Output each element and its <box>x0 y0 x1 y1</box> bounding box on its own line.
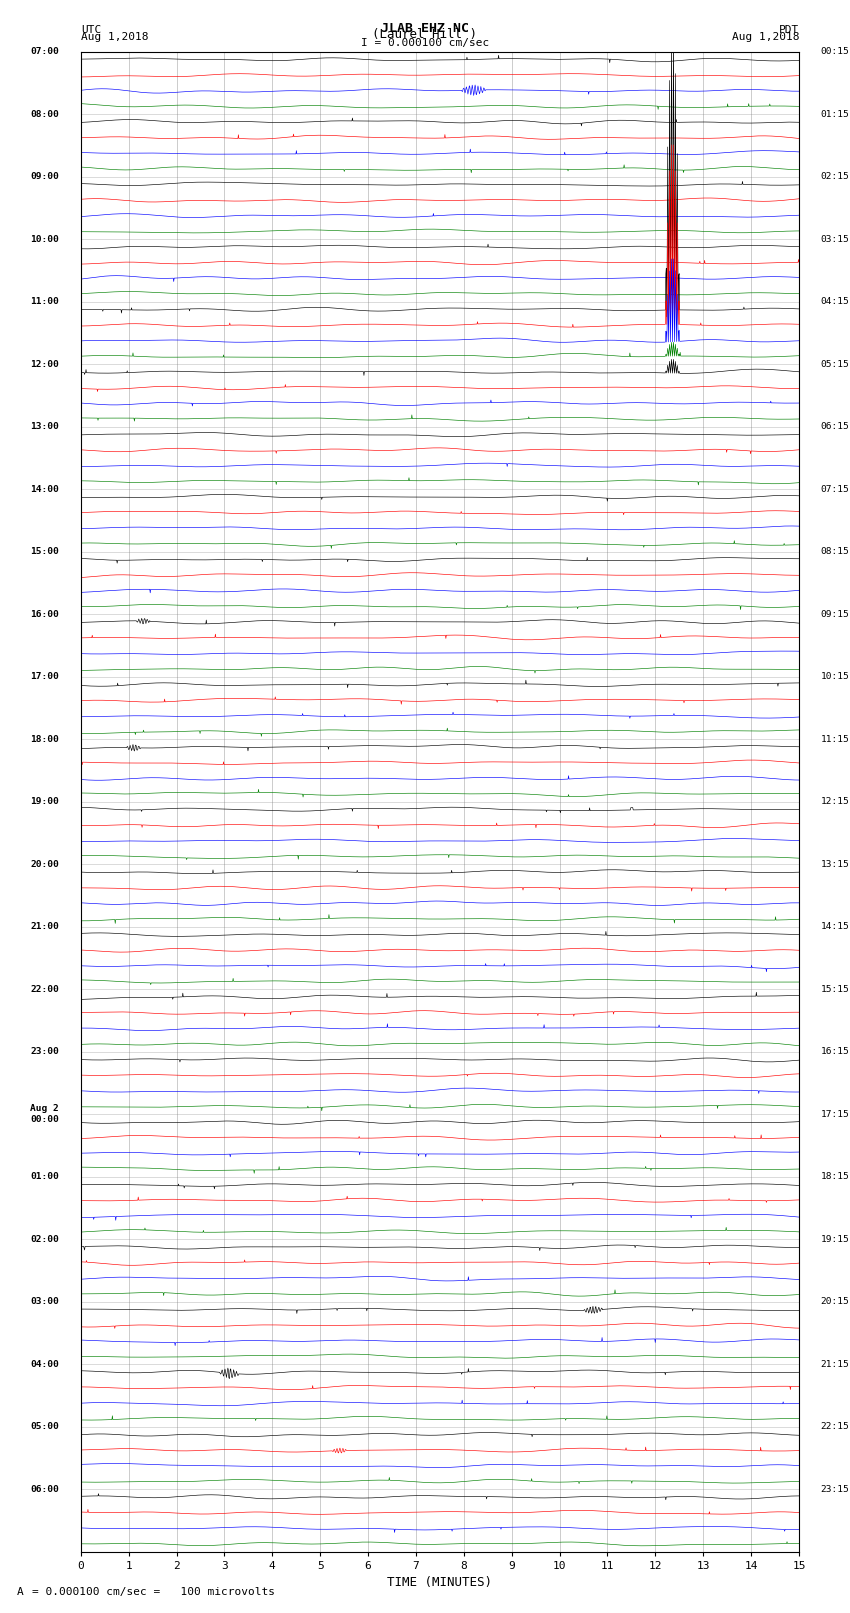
Text: 14:00: 14:00 <box>31 484 60 494</box>
Text: 21:15: 21:15 <box>820 1360 849 1369</box>
Text: 11:00: 11:00 <box>31 297 60 306</box>
Text: 15:15: 15:15 <box>820 984 849 994</box>
Text: 18:00: 18:00 <box>31 734 60 744</box>
Text: 16:15: 16:15 <box>820 1047 849 1057</box>
Text: 14:15: 14:15 <box>820 923 849 931</box>
Text: 15:00: 15:00 <box>31 547 60 556</box>
Text: 03:00: 03:00 <box>31 1297 60 1307</box>
Text: 00:15: 00:15 <box>820 47 849 56</box>
Text: 05:15: 05:15 <box>820 360 849 369</box>
Text: 07:00: 07:00 <box>31 47 60 56</box>
Text: 09:00: 09:00 <box>31 173 60 181</box>
Text: 10:00: 10:00 <box>31 234 60 244</box>
Text: 17:00: 17:00 <box>31 673 60 681</box>
Text: 12:15: 12:15 <box>820 797 849 806</box>
Text: UTC: UTC <box>81 24 101 35</box>
Text: A: A <box>17 1587 24 1597</box>
Text: 08:15: 08:15 <box>820 547 849 556</box>
Text: 01:15: 01:15 <box>820 110 849 119</box>
Text: 19:00: 19:00 <box>31 797 60 806</box>
Text: 11:15: 11:15 <box>820 734 849 744</box>
Text: 09:15: 09:15 <box>820 610 849 619</box>
Text: 18:15: 18:15 <box>820 1173 849 1181</box>
Text: 22:15: 22:15 <box>820 1423 849 1431</box>
Text: 02:00: 02:00 <box>31 1234 60 1244</box>
Text: PDT: PDT <box>779 24 799 35</box>
Text: 16:00: 16:00 <box>31 610 60 619</box>
X-axis label: TIME (MINUTES): TIME (MINUTES) <box>388 1576 492 1589</box>
Text: 01:00: 01:00 <box>31 1173 60 1181</box>
Text: 10:15: 10:15 <box>820 673 849 681</box>
Text: 03:15: 03:15 <box>820 234 849 244</box>
Text: 23:00: 23:00 <box>31 1047 60 1057</box>
Text: 02:15: 02:15 <box>820 173 849 181</box>
Text: 22:00: 22:00 <box>31 984 60 994</box>
Text: 08:00: 08:00 <box>31 110 60 119</box>
Text: 06:00: 06:00 <box>31 1484 60 1494</box>
Text: Aug 1,2018: Aug 1,2018 <box>81 32 148 42</box>
Text: Aug 1,2018: Aug 1,2018 <box>732 32 799 42</box>
Text: 12:00: 12:00 <box>31 360 60 369</box>
Text: 19:15: 19:15 <box>820 1234 849 1244</box>
Text: 21:00: 21:00 <box>31 923 60 931</box>
Text: Aug 2
00:00: Aug 2 00:00 <box>31 1105 60 1124</box>
Text: 17:15: 17:15 <box>820 1110 849 1119</box>
Text: 05:00: 05:00 <box>31 1423 60 1431</box>
Text: 04:15: 04:15 <box>820 297 849 306</box>
Text: JLAB EHZ NC: JLAB EHZ NC <box>381 21 469 35</box>
Text: 13:15: 13:15 <box>820 860 849 869</box>
Text: 13:00: 13:00 <box>31 423 60 431</box>
Text: 23:15: 23:15 <box>820 1484 849 1494</box>
Text: 07:15: 07:15 <box>820 484 849 494</box>
Text: = 0.000100 cm/sec =   100 microvolts: = 0.000100 cm/sec = 100 microvolts <box>32 1587 275 1597</box>
Text: 20:15: 20:15 <box>820 1297 849 1307</box>
Text: I = 0.000100 cm/sec: I = 0.000100 cm/sec <box>361 37 489 47</box>
Text: 06:15: 06:15 <box>820 423 849 431</box>
Text: 20:00: 20:00 <box>31 860 60 869</box>
Text: 04:00: 04:00 <box>31 1360 60 1369</box>
Text: (Laurel Hill ): (Laurel Hill ) <box>372 27 478 40</box>
